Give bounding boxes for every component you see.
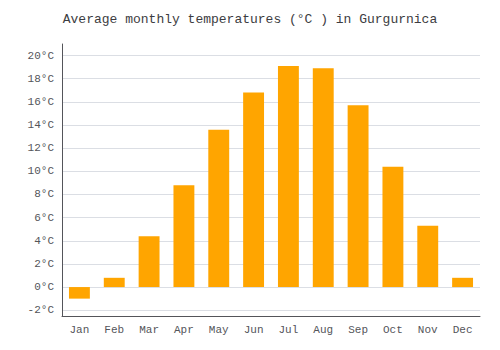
svg-text:20°C: 20°C	[28, 50, 55, 62]
svg-text:Jan: Jan	[70, 324, 90, 336]
svg-text:Oct: Oct	[383, 324, 403, 336]
svg-text:Aug: Aug	[313, 324, 333, 336]
svg-text:4°C: 4°C	[34, 235, 54, 247]
svg-text:10°C: 10°C	[28, 165, 55, 177]
svg-text:Jul: Jul	[279, 324, 299, 336]
svg-text:18°C: 18°C	[28, 73, 55, 85]
svg-text:2°C: 2°C	[34, 258, 54, 270]
svg-text:Jun: Jun	[244, 324, 264, 336]
svg-text:0°C: 0°C	[34, 281, 54, 293]
svg-text:Mar: Mar	[139, 324, 159, 336]
svg-text:Average monthly temperatures (: Average monthly temperatures (°C ) in Gu…	[63, 12, 438, 27]
svg-text:May: May	[209, 324, 229, 336]
svg-text:Nov: Nov	[418, 324, 438, 336]
svg-text:-2°C: -2°C	[28, 304, 55, 316]
svg-text:14°C: 14°C	[28, 119, 55, 131]
svg-text:Apr: Apr	[174, 324, 194, 336]
svg-text:12°C: 12°C	[28, 142, 55, 154]
svg-text:Sep: Sep	[348, 324, 368, 336]
svg-text:8°C: 8°C	[34, 188, 54, 200]
svg-text:Dec: Dec	[453, 324, 473, 336]
svg-text:16°C: 16°C	[28, 96, 55, 108]
svg-text:Feb: Feb	[104, 324, 124, 336]
svg-text:6°C: 6°C	[34, 212, 54, 224]
